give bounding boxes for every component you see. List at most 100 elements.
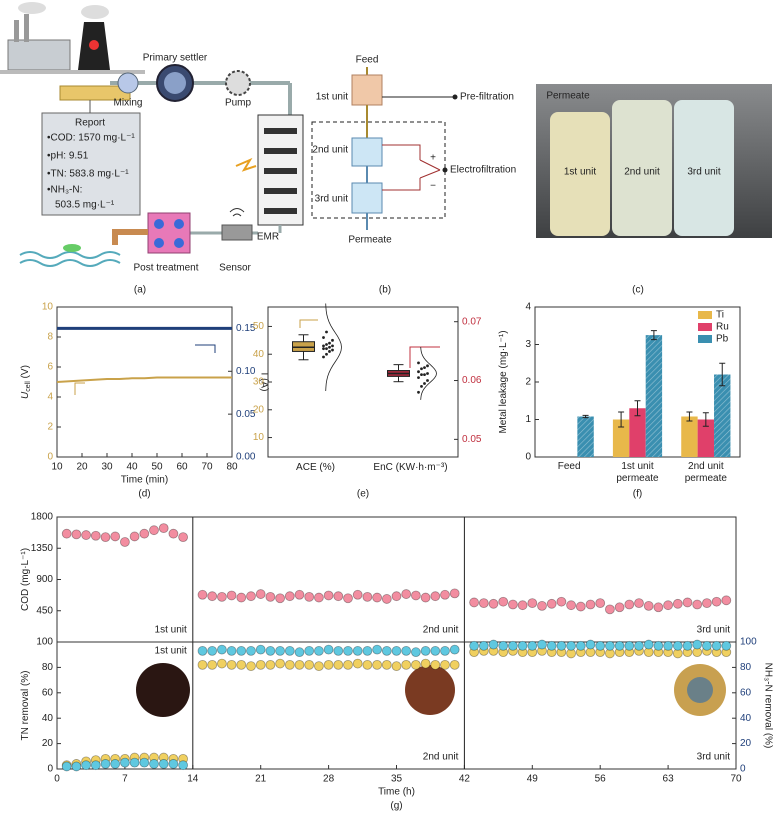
data-point [488, 639, 499, 650]
legend-swatch [698, 323, 712, 331]
data-point [81, 530, 91, 540]
ground [0, 70, 145, 74]
panel-label: (e) [357, 489, 369, 500]
plot-frame [267, 306, 459, 458]
data-point [313, 645, 324, 656]
axis-pointer [409, 346, 440, 368]
post-treatment-unit [147, 212, 191, 254]
fish [63, 244, 81, 252]
data-point [420, 658, 431, 669]
data-point [585, 599, 596, 610]
bottle [674, 100, 734, 236]
y-tick-label: 30 [253, 377, 265, 388]
data-point [566, 600, 576, 611]
section-label: 2nd unit [423, 752, 459, 763]
data-point [440, 645, 450, 656]
y-axis-label: TN removal (%) [20, 670, 31, 740]
data-point [517, 600, 528, 611]
sample-point [426, 364, 429, 368]
y-tick-label: 1800 [31, 512, 54, 523]
data-point [343, 645, 353, 656]
data-point [343, 593, 353, 604]
data-point [430, 591, 441, 602]
data-point [255, 589, 266, 599]
data-point [401, 659, 412, 670]
panel-label: (a) [134, 285, 146, 296]
data-point [527, 598, 538, 609]
report-item: •pH: 9.51 [47, 151, 89, 162]
section-label: 1st unit [155, 646, 187, 657]
x-tick-label: 70 [201, 462, 213, 473]
x-tick-label: 0 [54, 774, 60, 785]
y-tick-label: 10 [253, 432, 265, 443]
sensor-device [221, 224, 253, 241]
y-axis-label-sub: cell [25, 381, 32, 392]
data-point [595, 640, 606, 651]
electro-frame [311, 121, 446, 219]
data-point [372, 592, 383, 603]
panel-label: (c) [632, 285, 644, 296]
data-point [702, 598, 712, 609]
data-point [197, 659, 208, 670]
y-tick-label: 0 [525, 452, 531, 463]
wifi-icon [229, 208, 245, 217]
bar-hatch [645, 335, 663, 457]
data-point [352, 658, 363, 669]
y-tick-label: 10 [42, 302, 54, 313]
distribution-curve [420, 346, 437, 400]
data-point [372, 644, 383, 655]
chimney [14, 20, 19, 42]
data-point [323, 644, 334, 655]
y-tick-label: 20 [253, 404, 265, 415]
data-point [469, 597, 480, 608]
section-label: 3rd unit [697, 625, 731, 636]
data-point [352, 589, 363, 600]
label: 2nd unit [624, 167, 660, 178]
label: Pre-filtration [460, 92, 514, 103]
data-point [207, 659, 218, 670]
wiring [382, 144, 441, 191]
data-point [216, 591, 227, 602]
electrode [264, 188, 297, 194]
bar [681, 416, 698, 457]
data-point [275, 645, 286, 656]
data-point [410, 659, 421, 670]
data-point [595, 598, 606, 609]
x-tick-label: 1st unit permeate [616, 461, 659, 484]
x-tick-label: 20 [76, 462, 88, 473]
data-point [537, 600, 547, 611]
data-point [410, 647, 421, 658]
data-point [294, 647, 305, 658]
sample-point [322, 336, 325, 339]
x-tick-label: 7 [122, 774, 128, 785]
data-point [624, 640, 635, 651]
data-point [178, 532, 189, 543]
line-series [56, 376, 232, 383]
data-point [226, 659, 237, 670]
bar [612, 419, 630, 457]
y-tick-label: 2 [525, 377, 531, 388]
y-axis-label-unit: (V) [20, 365, 31, 381]
sample-point [325, 352, 328, 356]
radiation-sign [89, 40, 99, 50]
sample-point [325, 347, 328, 351]
data-point [362, 659, 373, 670]
axis-pointer [299, 319, 318, 328]
data-point [236, 592, 247, 603]
data-point [634, 640, 644, 651]
bar-hatch [577, 416, 594, 457]
label: EMR [257, 232, 279, 243]
factory [7, 39, 71, 71]
data-point [575, 601, 586, 612]
data-point [129, 757, 140, 768]
data-point [149, 759, 159, 769]
y-tick-label: 6 [47, 362, 53, 373]
axis-pointer [74, 382, 85, 395]
sample-point [328, 341, 331, 345]
data-point [216, 658, 227, 669]
data-point [653, 602, 664, 613]
y-tick-label: 4 [47, 392, 53, 403]
data-point [129, 531, 140, 542]
module [174, 238, 184, 248]
sample-point [423, 373, 426, 377]
